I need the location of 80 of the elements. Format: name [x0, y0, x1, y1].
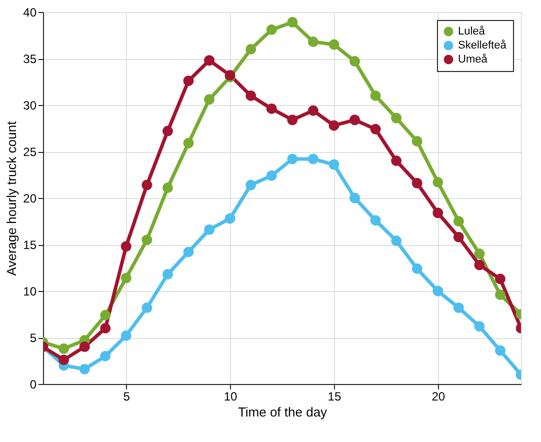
point	[328, 120, 340, 131]
point	[370, 215, 381, 226]
point	[162, 269, 173, 280]
x-axis-title: Time of the day	[238, 404, 328, 420]
point	[391, 156, 402, 166]
point	[120, 330, 132, 341]
point	[412, 136, 422, 147]
point	[266, 170, 277, 181]
y-tick-label: 15	[23, 238, 37, 252]
point	[453, 232, 464, 242]
legend-label: Umeå	[458, 54, 488, 66]
point	[183, 246, 194, 258]
point	[474, 321, 485, 332]
point	[494, 345, 506, 356]
point	[391, 112, 402, 124]
point	[183, 76, 194, 86]
point	[287, 114, 298, 126]
x-tick-label: 20	[432, 390, 446, 404]
x-tick-label: 15	[328, 390, 342, 404]
point	[246, 180, 256, 190]
point	[287, 154, 298, 164]
point	[349, 114, 360, 126]
point	[474, 260, 485, 270]
point	[308, 154, 318, 164]
point	[183, 138, 194, 148]
y-tick-label: 25	[23, 145, 37, 159]
point	[432, 208, 444, 218]
point	[328, 159, 340, 170]
point	[246, 44, 256, 54]
y-tick-label: 20	[23, 192, 37, 206]
point	[204, 55, 215, 66]
point	[100, 310, 111, 320]
point	[308, 105, 318, 116]
point	[100, 350, 111, 362]
y-tick-label: 0	[30, 378, 37, 392]
legend-label: Luleå	[458, 26, 486, 38]
legend-label: Skellefteå	[458, 40, 508, 52]
x-tick-label: 10	[224, 390, 238, 404]
point	[432, 176, 444, 188]
point	[432, 286, 444, 296]
y-tick-label: 40	[23, 6, 37, 20]
point	[204, 94, 215, 105]
point	[120, 241, 132, 252]
point	[412, 178, 422, 188]
y-tick-label: 30	[23, 98, 37, 112]
point	[474, 248, 485, 260]
point	[370, 124, 381, 134]
point	[453, 216, 464, 226]
point	[224, 213, 236, 224]
point	[494, 274, 506, 284]
point	[204, 224, 215, 235]
y-axis-title: Average hourly truck count	[4, 120, 20, 276]
point	[142, 234, 152, 246]
point	[162, 182, 173, 194]
x-tick-label: 5	[123, 390, 130, 404]
y-tick-label: 10	[23, 284, 37, 298]
point	[308, 36, 318, 47]
y-tick-label: 35	[23, 52, 37, 66]
y-tick-label: 5	[30, 331, 37, 345]
point	[494, 289, 506, 300]
point	[58, 343, 70, 354]
point	[100, 322, 111, 334]
point	[266, 24, 277, 35]
point	[349, 192, 360, 204]
point	[370, 90, 381, 101]
point	[453, 302, 464, 313]
point	[266, 103, 277, 114]
point	[142, 180, 152, 190]
point	[391, 236, 402, 246]
point	[246, 90, 256, 101]
point	[162, 126, 173, 136]
point	[287, 16, 298, 28]
point	[142, 302, 152, 313]
point	[120, 272, 132, 284]
point	[58, 354, 70, 366]
point	[349, 56, 360, 67]
point	[412, 263, 422, 274]
point	[328, 39, 340, 50]
point	[79, 364, 90, 374]
point	[79, 342, 90, 352]
